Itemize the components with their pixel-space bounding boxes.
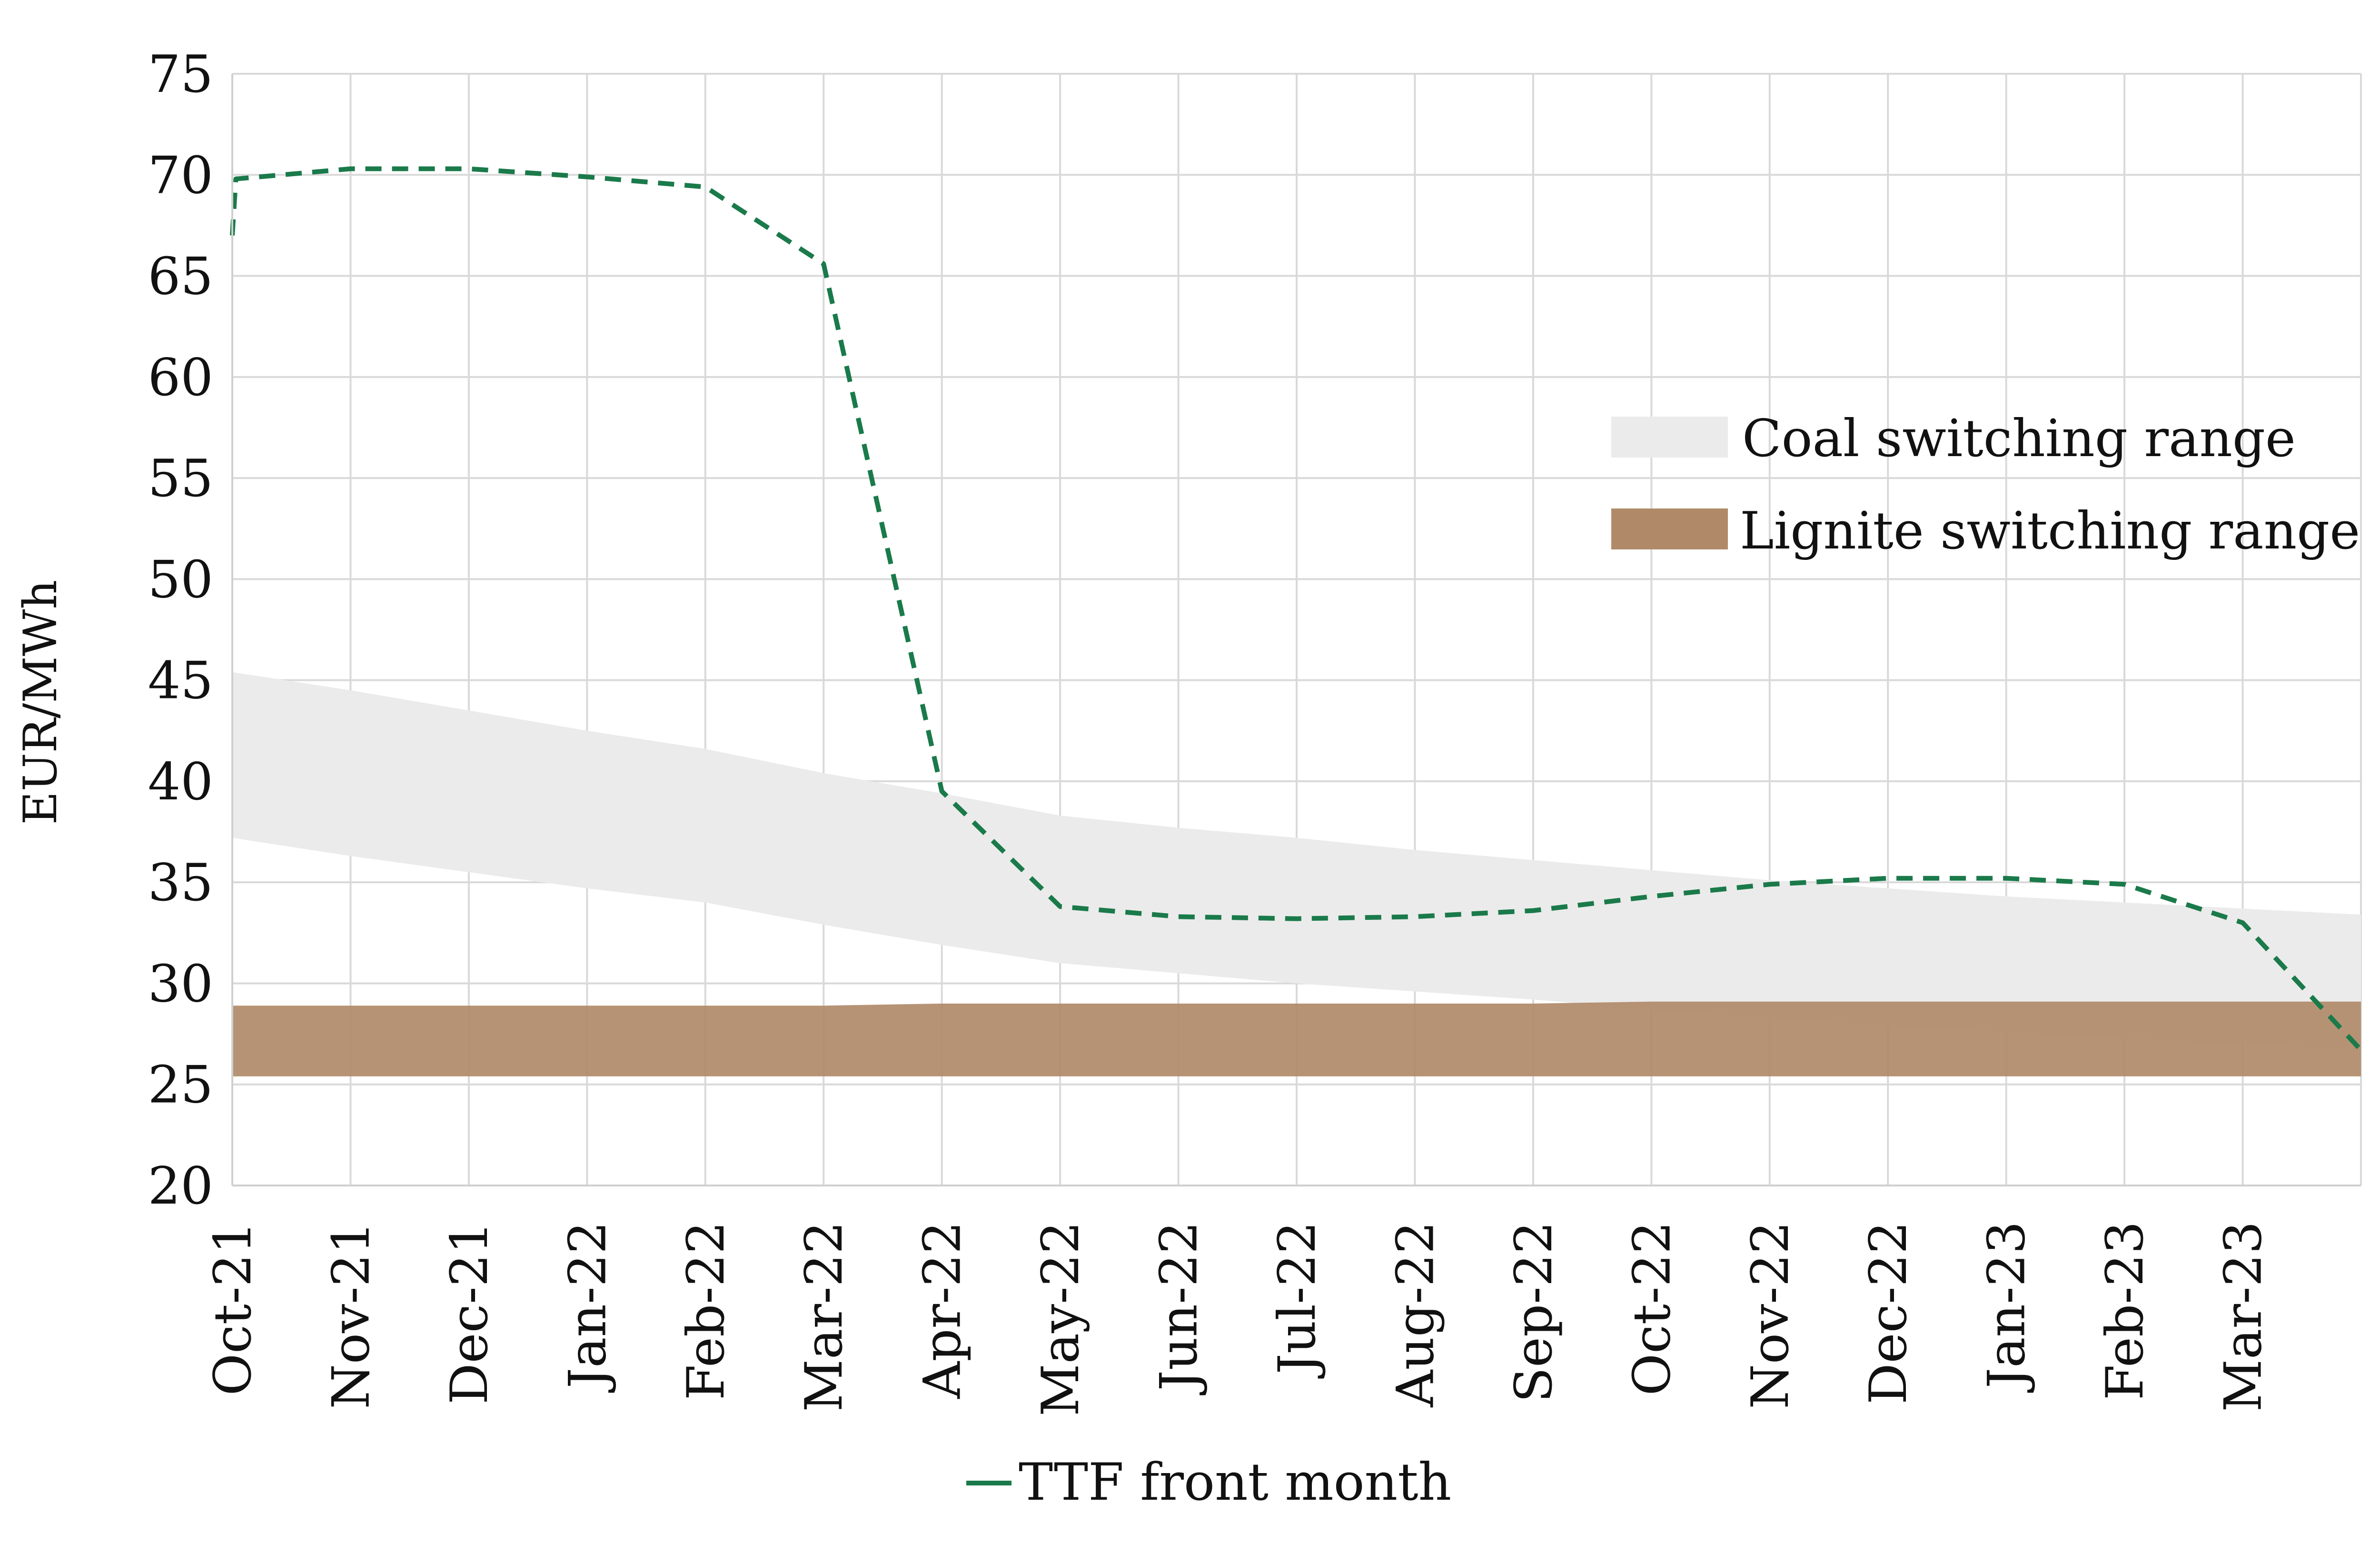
y-tick-label: 65 [148, 247, 213, 307]
y-tick-label: 40 [148, 752, 213, 812]
legend-label-lignite: Lignite switching range [1740, 501, 2360, 561]
y-tick-label: 45 [148, 651, 213, 711]
line-layer [230, 166, 2363, 1052]
ttf-data-point [1769, 884, 1770, 885]
ttf-front-month-line [230, 166, 2363, 1052]
x-tick-label: Dec-22 [1859, 1221, 1918, 1405]
y-tick-label: 75 [148, 45, 213, 104]
ttf-data-point [1414, 916, 1415, 917]
x-tick-label: Nov-21 [321, 1221, 381, 1409]
y-tick-label: 30 [148, 954, 213, 1014]
x-tick-label: Aug-22 [1386, 1221, 1445, 1408]
y-tick-labels: 20 25 30 35 40 45 50 55 60 65 70 75 [148, 45, 213, 1216]
x-tick-label: May-22 [1031, 1221, 1091, 1416]
ttf-data-point [2124, 884, 2125, 885]
x-tick-label: Mar-22 [794, 1221, 854, 1412]
x-tick-label: Sep-22 [1504, 1221, 1564, 1403]
y-tick-label: 25 [148, 1056, 213, 1115]
x-tick-label: Feb-22 [676, 1221, 736, 1400]
coal-switching-band [232, 672, 2361, 1050]
lignite-switching-band [232, 1001, 2361, 1076]
band-layer [232, 672, 2361, 1076]
x-tick-label: Oct-22 [1622, 1221, 1682, 1395]
legend-bottom: TTF front month [966, 1453, 1451, 1512]
legend: Coal switching range Lignite switching r… [1611, 409, 2360, 561]
legend-swatch-lignite [1611, 508, 1728, 549]
y-tick-label: 55 [148, 449, 213, 508]
y-tick-label: 35 [148, 853, 213, 913]
ttf-data-point [1651, 896, 1652, 897]
y-tick-label: 70 [148, 146, 213, 205]
x-tick-label: Mar-23 [2214, 1221, 2273, 1412]
x-tick-label: Feb-23 [2095, 1221, 2155, 1400]
ttf-data-point [2360, 1050, 2361, 1051]
legend-label-coal: Coal switching range [1742, 409, 2296, 468]
y-tick-label: 60 [148, 348, 213, 408]
ttf-data-point [705, 187, 706, 188]
ttf-data-point [1533, 910, 1534, 911]
ttf-data-point [2006, 878, 2007, 879]
ttf-data-point [823, 263, 824, 264]
x-tick-label: Apr-22 [913, 1221, 972, 1399]
ttf-data-point [1060, 906, 1061, 907]
y-axis-title: EUR/MWh [14, 580, 67, 825]
x-tick-labels: Oct-21 Nov-21 Dec-21 Jan-22 Feb-22 Mar-22 Apr-… [203, 1221, 2273, 1416]
axis-layer [231, 74, 2361, 1186]
legend-swatch-coal [1611, 417, 1728, 458]
ttf-data-point [1178, 916, 1179, 917]
x-tick-label: Oct-21 [203, 1221, 263, 1395]
x-tick-label: Jan-22 [558, 1221, 617, 1393]
x-tick-label: Jun-22 [1150, 1221, 1209, 1395]
ttf-data-point [1887, 878, 1888, 879]
legend-label-ttf: TTF front month [1019, 1453, 1451, 1512]
x-tick-label: Nov-22 [1741, 1221, 1800, 1409]
ttf-data-point [2242, 922, 2243, 923]
ttf-data-point [1296, 918, 1297, 919]
x-tick-label: Jan-23 [1977, 1221, 2037, 1393]
y-tick-label: 20 [148, 1156, 213, 1216]
x-tick-label: Dec-21 [440, 1221, 499, 1405]
ttf-data-point [586, 177, 587, 178]
y-tick-label: 50 [148, 550, 213, 609]
x-tick-label: Jul-22 [1268, 1221, 1327, 1379]
